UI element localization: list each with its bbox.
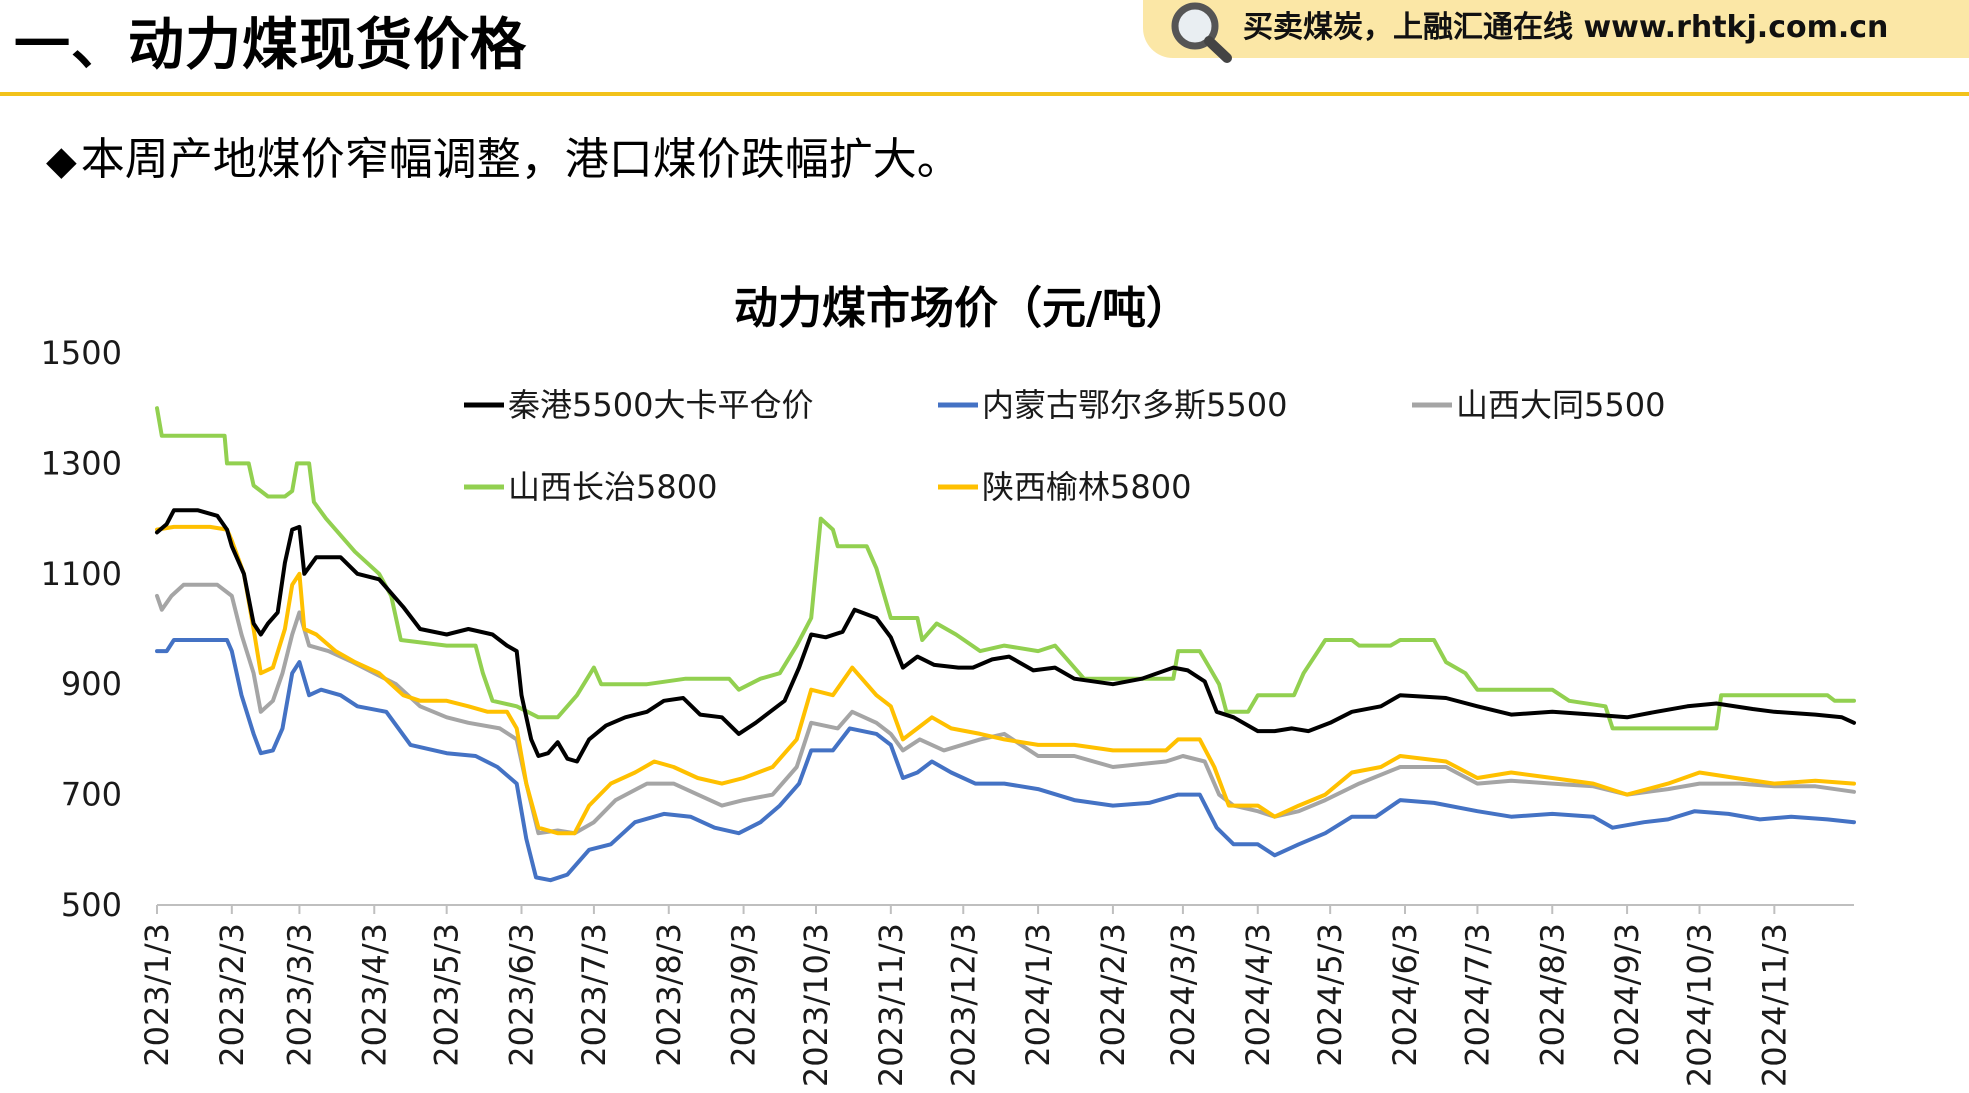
x-tick-label: 2024/9/3 bbox=[1608, 923, 1646, 1067]
x-tick-label: 2023/7/3 bbox=[575, 923, 613, 1067]
x-tick-label: 2023/9/3 bbox=[725, 923, 763, 1067]
title-divider bbox=[0, 92, 1969, 96]
legend-label: 陕西榆林5800 bbox=[982, 468, 1191, 506]
x-tick-label: 2023/3/3 bbox=[280, 923, 318, 1067]
page-title: 一、动力煤现货价格 bbox=[14, 13, 527, 78]
x-tick-label: 2024/2/3 bbox=[1094, 923, 1132, 1067]
summary-text: 本周产地煤价窄幅调整，港口煤价跌幅扩大。 bbox=[80, 134, 961, 185]
chart-legend: 秦港5500大卡平仓价 内蒙古鄂尔多斯5500 山西大同5500 山西长治5800 陕西… bbox=[464, 386, 1665, 506]
y-tick-label: 1300 bbox=[41, 444, 122, 482]
x-tick-label: 2023/2/3 bbox=[213, 923, 251, 1067]
x-tick-label: 2024/5/3 bbox=[1311, 923, 1349, 1067]
x-tick-label: 2023/12/3 bbox=[944, 923, 982, 1087]
series-line-1 bbox=[155, 638, 1856, 883]
x-tick-label: 2024/3/3 bbox=[1164, 923, 1202, 1067]
y-tick-label: 1500 bbox=[41, 334, 122, 372]
x-tick-label: 2023/8/3 bbox=[650, 923, 688, 1067]
x-tick-label: 2024/6/3 bbox=[1386, 923, 1424, 1067]
x-tick-label: 2024/7/3 bbox=[1458, 923, 1496, 1067]
x-tick-label: 2023/6/3 bbox=[503, 923, 541, 1067]
summary-line: ◆本周产地煤价窄幅调整，港口煤价跌幅扩大。 bbox=[46, 130, 961, 191]
bullet-diamond: ◆ bbox=[46, 138, 77, 184]
site-banner[interactable]: 买卖煤炭，上融汇通在线 www.rhtkj.com.cn bbox=[1143, 0, 1969, 63]
series-line-4 bbox=[155, 524, 1856, 836]
x-tick-label: 2024/8/3 bbox=[1533, 923, 1571, 1067]
legend-label: 内蒙古鄂尔多斯5500 bbox=[982, 386, 1287, 424]
y-tick-label: 900 bbox=[61, 665, 122, 703]
series-line-0 bbox=[155, 508, 1856, 764]
x-tick-label: 2023/10/3 bbox=[797, 923, 835, 1087]
x-tick-label: 2024/4/3 bbox=[1239, 923, 1277, 1067]
x-tick-label: 2024/11/3 bbox=[1755, 923, 1793, 1087]
y-tick-label: 500 bbox=[61, 886, 122, 924]
legend-label: 山西大同5500 bbox=[1456, 386, 1665, 424]
search-icon bbox=[1171, 2, 1232, 63]
x-tick-label: 2024/10/3 bbox=[1681, 923, 1719, 1087]
banner-text: 买卖煤炭，上融汇通在线 www.rhtkj.com.cn bbox=[1243, 10, 1889, 45]
x-tick-label: 2023/1/3 bbox=[138, 923, 176, 1067]
legend-label: 山西长治5800 bbox=[508, 468, 717, 506]
x-tick-label: 2024/1/3 bbox=[1019, 923, 1057, 1067]
series-line-2 bbox=[155, 582, 1856, 836]
y-tick-label: 700 bbox=[61, 776, 122, 814]
x-tick-label: 2023/4/3 bbox=[355, 923, 393, 1067]
chart-axes: 500 700 900 1100 1300 1500 2023/1/3 2023/2/3 202… bbox=[41, 334, 1854, 1087]
x-tick-label: 2023/11/3 bbox=[872, 923, 910, 1087]
y-tick-label: 1100 bbox=[41, 555, 122, 593]
legend-label: 秦港5500大卡平仓价 bbox=[508, 386, 813, 424]
chart-title: 动力煤市场价（元/吨） bbox=[734, 283, 1190, 334]
series-line-3 bbox=[155, 406, 1856, 731]
chart-series-group bbox=[155, 406, 1856, 883]
x-tick-label: 2023/5/3 bbox=[428, 923, 466, 1067]
